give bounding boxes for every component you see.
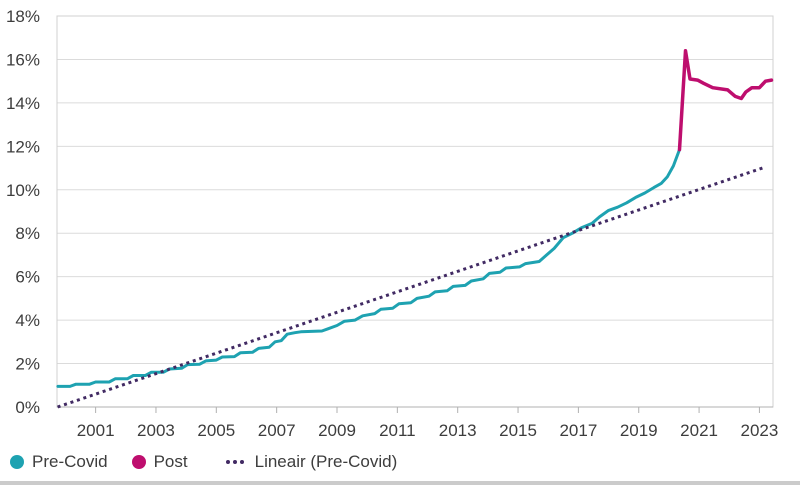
x-axis-label: 2001	[77, 421, 115, 440]
y-axis-label: 10%	[6, 181, 40, 200]
x-axis-label: 2003	[137, 421, 175, 440]
x-axis-label: 2017	[559, 421, 597, 440]
post-dot-icon	[131, 455, 146, 469]
x-axis-label: 2011	[379, 421, 416, 440]
pre-covid-dot-icon	[10, 455, 24, 469]
x-axis-label: 2009	[318, 421, 356, 440]
y-axis-label: 14%	[6, 94, 40, 113]
legend-item-post: Post	[131, 452, 188, 472]
y-axis-label: 2%	[15, 355, 40, 374]
y-axis-label: 4%	[15, 311, 40, 330]
post-line	[677, 49, 774, 152]
y-axis-label: 12%	[6, 137, 40, 156]
dotted-line-icon	[225, 460, 247, 464]
chart-canvas: 0% 2% 4% 6% 8% 10% 12% 14% 16% 18% 2001 2003 2005 200…	[6, 7, 779, 440]
y-axis-label: 8%	[15, 224, 40, 243]
y-axis-label: 16%	[6, 50, 40, 69]
x-axis-label: 2005	[197, 421, 235, 440]
x-axis-label: 2023	[741, 421, 779, 440]
chart-legend: Pre-Covid Post Lineair (Pre-Covid)	[10, 452, 397, 472]
legend-item-pre-covid: Pre-Covid	[10, 452, 108, 472]
plot-border	[56, 15, 774, 408]
x-axis-label: 2015	[499, 421, 537, 440]
x-axis-label: 2013	[439, 421, 477, 440]
y-axis-label: 6%	[15, 268, 40, 287]
legend-label-post: Post	[153, 452, 188, 471]
bottom-border	[0, 481, 800, 485]
y-axis-label: 18%	[6, 7, 40, 26]
legend-item-lineair: Lineair (Pre-Covid)	[225, 452, 398, 472]
legend-label-pre-covid: Pre-Covid	[32, 452, 108, 471]
pre-covid-line	[56, 148, 681, 388]
x-axis-label: 2007	[258, 421, 296, 440]
linear-trend-line	[57, 165, 766, 409]
x-axis-label: 2021	[680, 421, 718, 440]
y-axis-label: 0%	[15, 398, 40, 417]
x-axis-label: 2019	[620, 421, 658, 440]
legend-label-lineair: Lineair (Pre-Covid)	[254, 452, 398, 471]
